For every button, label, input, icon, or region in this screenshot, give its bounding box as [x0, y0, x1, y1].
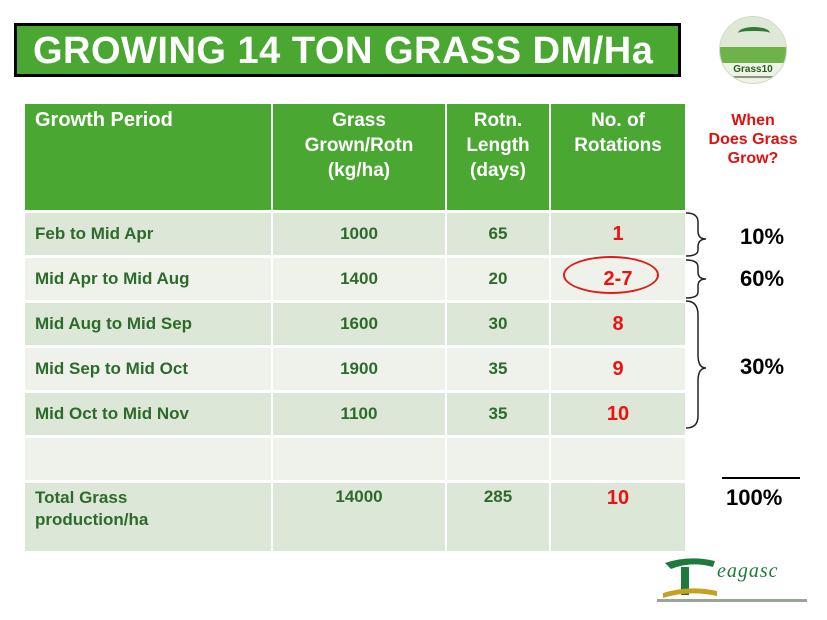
brace-3	[685, 300, 707, 429]
side-heading-line: Grow?	[727, 150, 779, 167]
logo-field	[720, 47, 786, 63]
header-rotations: No. of Rotations	[549, 104, 687, 213]
cell-rotations: 8	[549, 301, 687, 348]
percent-autumn: 30%	[740, 354, 785, 379]
cell-grown: 1400	[271, 256, 447, 303]
table-row: Feb to Mid Apr 1000 65 1	[23, 211, 687, 258]
cell-length: 35	[445, 346, 551, 393]
header-grown-line: Grown/Rotn	[304, 135, 414, 156]
header-length-line: (days)	[470, 160, 526, 181]
cell-total-rotations: 10	[549, 481, 687, 554]
total-row: Total Grass production/ha 14000 285 10	[23, 481, 687, 554]
total-label-line: production/ha	[35, 510, 149, 529]
cell-period	[23, 436, 273, 483]
header-length-line: Rotn.	[473, 110, 523, 131]
logo-swoosh	[738, 27, 770, 39]
teagasc-mark-icon	[663, 558, 717, 598]
cell-period: Mid Apr to Mid Aug	[23, 256, 273, 303]
cell-period: Mid Sep to Mid Oct	[23, 346, 273, 393]
side-heading-line: Does Grass	[708, 131, 798, 148]
teagasc-name: eagasc	[717, 560, 779, 582]
cell-grown: 1900	[271, 346, 447, 393]
table-row: Mid Aug to Mid Sep 1600 30 8	[23, 301, 687, 348]
teagasc-tagline	[657, 599, 807, 602]
cell-length	[445, 436, 551, 483]
table-row: Mid Sep to Mid Oct 1900 35 9	[23, 346, 687, 393]
header-rotations-line: No. of	[591, 110, 645, 131]
cell-period: Mid Oct to Mid Nov	[23, 391, 273, 438]
header-rotations-line: Rotations	[574, 135, 662, 156]
cell-length: 35	[445, 391, 551, 438]
cell-total-length: 285	[445, 481, 551, 554]
logo-tagline	[726, 76, 780, 78]
cell-rotations: 9	[549, 346, 687, 393]
grass10-logo: Grass10	[719, 16, 787, 84]
brace-2	[685, 259, 707, 299]
cell-rotations: 1	[549, 211, 687, 258]
table-row: Mid Oct to Mid Nov 1100 35 10	[23, 391, 687, 438]
header-row: Growth Period Grass Grown/Rotn (kg/ha) R…	[23, 104, 687, 213]
cell-grown: 1600	[271, 301, 447, 348]
percent-spring: 10%	[740, 224, 785, 249]
logo-name: Grass10	[733, 64, 773, 75]
percent-total: 100%	[726, 485, 783, 510]
percent-summer: 60%	[740, 266, 785, 291]
cell-total-label: Total Grass production/ha	[23, 481, 273, 554]
table-row-empty	[23, 436, 687, 483]
cell-total-grown: 14000	[271, 481, 447, 554]
header-grass-grown: Grass Grown/Rotn (kg/ha)	[271, 104, 447, 213]
header-grown-line: (kg/ha)	[327, 160, 391, 181]
header-length-line: Length	[466, 135, 530, 156]
cell-length: 20	[445, 256, 551, 303]
side-heading-line: When	[731, 112, 775, 129]
cell-rotations: 10	[549, 391, 687, 438]
header-rotation-length: Rotn. Length (days)	[445, 104, 551, 213]
header-growth-period: Growth Period	[23, 104, 273, 213]
header-grown-line: Grass	[332, 110, 386, 131]
cell-period: Mid Aug to Mid Sep	[23, 301, 273, 348]
cell-period: Feb to Mid Apr	[23, 211, 273, 258]
title-banner: GROWING 14 TON GRASS DM/Ha	[14, 23, 681, 77]
page-title: GROWING 14 TON GRASS DM/Ha	[33, 30, 654, 72]
highlight-ellipse	[563, 256, 659, 294]
cell-rotations	[549, 436, 687, 483]
total-label-line: Total Grass	[35, 488, 128, 507]
side-heading: When Does Grass Grow?	[688, 111, 818, 168]
teagasc-logo: eagasc	[657, 555, 807, 610]
cell-grown: 1000	[271, 211, 447, 258]
cell-grown	[271, 436, 447, 483]
cell-length: 65	[445, 211, 551, 258]
total-rule	[722, 477, 800, 479]
brace-1	[685, 212, 707, 257]
cell-length: 30	[445, 301, 551, 348]
cell-grown: 1100	[271, 391, 447, 438]
grass-growth-table: Growth Period Grass Grown/Rotn (kg/ha) R…	[23, 104, 687, 554]
